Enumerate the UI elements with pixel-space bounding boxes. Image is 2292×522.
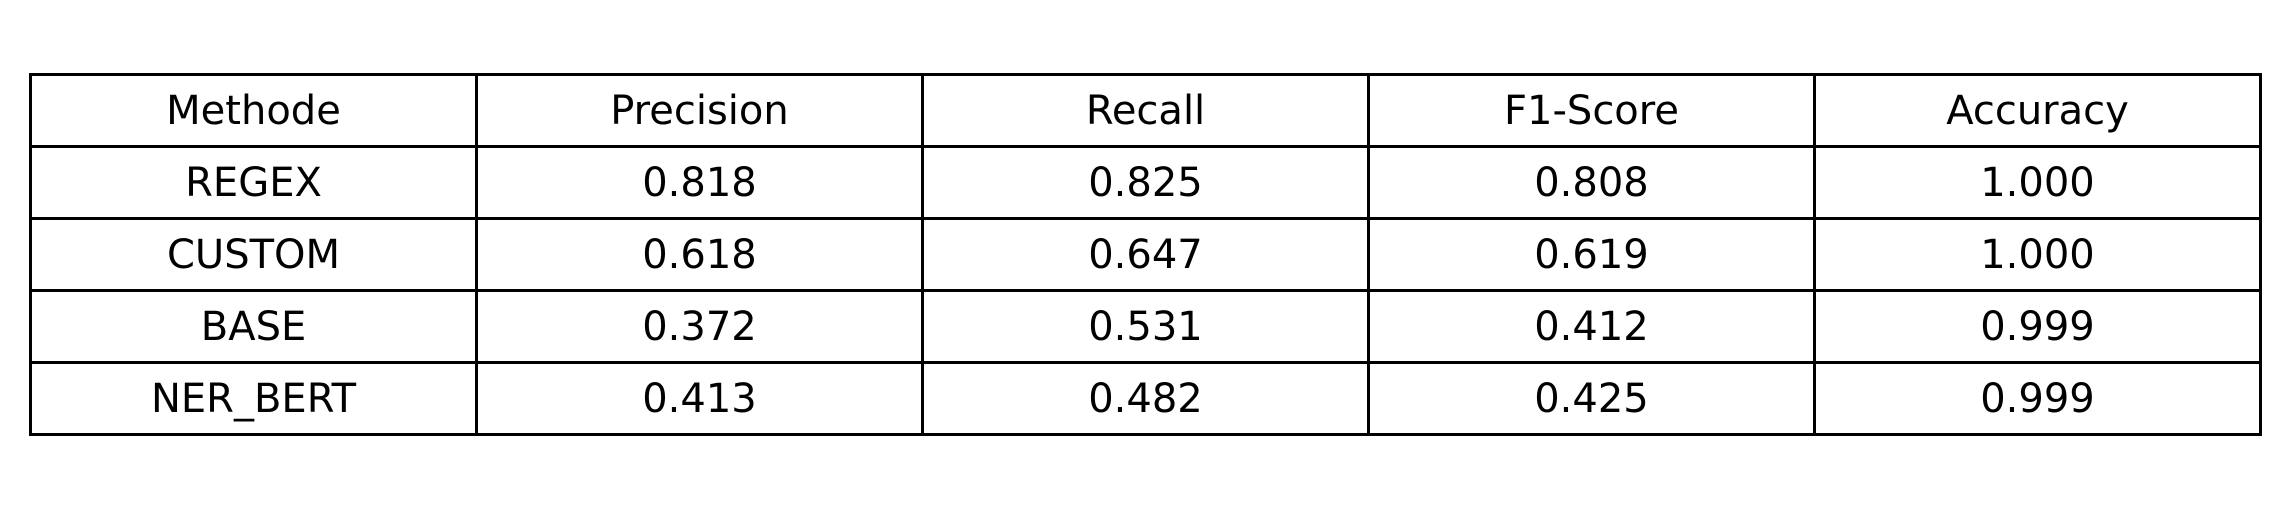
method-cell: REGEX (29, 145, 478, 220)
recall-cell: 0.482 (921, 361, 1370, 436)
method-cell: BASE (29, 289, 478, 364)
column-header-precision: Precision (475, 73, 924, 148)
recall-cell: 0.825 (921, 145, 1370, 220)
column-header-f1-score: F1-Score (1367, 73, 1816, 148)
precision-cell: 0.618 (475, 217, 924, 292)
f1-score-cell: 0.808 (1367, 145, 1816, 220)
table-row: NER_BERT 0.413 0.482 0.425 0.999 (29, 361, 2262, 436)
accuracy-cell: 1.000 (1813, 145, 2262, 220)
precision-cell: 0.372 (475, 289, 924, 364)
precision-cell: 0.413 (475, 361, 924, 436)
f1-score-cell: 0.425 (1367, 361, 1816, 436)
results-table: Methode Precision Recall F1-Score Accura… (29, 73, 2262, 436)
accuracy-cell: 0.999 (1813, 289, 2262, 364)
table-row: BASE 0.372 0.531 0.412 0.999 (29, 289, 2262, 364)
table-row: CUSTOM 0.618 0.647 0.619 1.000 (29, 217, 2262, 292)
table-body: REGEX 0.818 0.825 0.808 1.000 CUSTOM 0.6… (29, 145, 2262, 436)
accuracy-cell: 0.999 (1813, 361, 2262, 436)
f1-score-cell: 0.412 (1367, 289, 1816, 364)
column-header-accuracy: Accuracy (1813, 73, 2262, 148)
header-row: Methode Precision Recall F1-Score Accura… (29, 73, 2262, 148)
recall-cell: 0.647 (921, 217, 1370, 292)
accuracy-cell: 1.000 (1813, 217, 2262, 292)
recall-cell: 0.531 (921, 289, 1370, 364)
table-row: REGEX 0.818 0.825 0.808 1.000 (29, 145, 2262, 220)
column-header-methode: Methode (29, 73, 478, 148)
method-cell: CUSTOM (29, 217, 478, 292)
precision-cell: 0.818 (475, 145, 924, 220)
column-header-recall: Recall (921, 73, 1370, 148)
method-cell: NER_BERT (29, 361, 478, 436)
table-header: Methode Precision Recall F1-Score Accura… (29, 73, 2262, 148)
f1-score-cell: 0.619 (1367, 217, 1816, 292)
